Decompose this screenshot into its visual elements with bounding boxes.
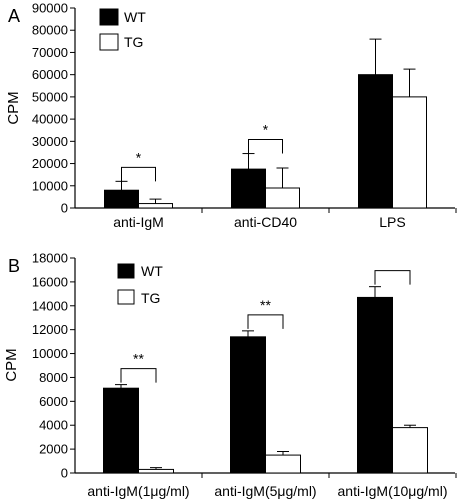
panel-b-bar-tg [392, 427, 428, 474]
panel-b-significance-bracket [247, 314, 284, 329]
panel-b-label: B [8, 256, 20, 276]
panel-b-y-tick-label: 4000 [39, 418, 68, 433]
panel-a-y-tick-label: 50000 [32, 89, 68, 104]
panel-a-y-tick-label: 80000 [32, 23, 68, 38]
panel-a-chart: A CPM 0 10000 20000 30000 40000 50000 60000 70000… [5, 1, 457, 230]
panel-a-label: A [8, 6, 20, 26]
panel-b-chart: B CPM 0 2000 4000 6000 8000 10000 12000 14000 1600… [3, 251, 457, 499]
panel-a-y-axis-label: CPM [5, 91, 22, 124]
panel-b-y-tick-label: 10000 [32, 346, 68, 361]
panel-a-category-label: anti-CD40 [234, 214, 297, 230]
panel-a-bar-wt [231, 168, 266, 209]
panel-b-bar-wt [103, 387, 139, 474]
panel-a-y-tick-label: 40000 [32, 112, 68, 127]
panel-a-y-tick-label: 20000 [32, 156, 68, 171]
panel-a-bar-tg [138, 203, 173, 209]
panel-a-bar-tg [392, 96, 427, 209]
panel-b-significance-bracket [374, 270, 411, 285]
panel-a-bar-wt [104, 189, 139, 209]
panel-a-significance-mark: * [136, 149, 142, 165]
panel-b-bar-wt [357, 296, 393, 474]
panel-a-bar-wt [358, 74, 393, 209]
panel-b-category-label: anti-IgM(1μg/ml) [87, 483, 189, 499]
panel-a-legend-label-tg: TG [124, 34, 143, 50]
panel-b-legend-swatch-wt [117, 263, 135, 279]
panel-a-significance-mark: * [263, 122, 269, 138]
panel-b-y-tick-label: 2000 [39, 442, 68, 457]
panel-b-legend-label-wt: WT [141, 263, 163, 279]
panel-a-y-tick-label: 0 [61, 201, 68, 216]
panel-b-significance-mark: ** [260, 297, 271, 313]
panel-a-bar-tg [265, 187, 300, 209]
panel-b-bar-tg [265, 454, 301, 474]
panel-b-bar-tg [138, 468, 174, 474]
panel-b-y-axis-label: CPM [3, 348, 20, 381]
panel-a-y-tick-label: 30000 [32, 134, 68, 149]
panel-b-legend-swatch-tg [117, 289, 135, 305]
panel-b-y-tick-label: 6000 [39, 394, 68, 409]
panel-b-y-tick-label: 0 [61, 466, 68, 481]
panel-b-legend-label-tg: TG [141, 290, 160, 306]
panel-b-bar-wt [230, 336, 266, 474]
panel-b-y-tick-label: 8000 [39, 370, 68, 385]
panel-b-y-tick-label: 16000 [32, 274, 68, 289]
panel-a-legend-swatch-tg [99, 33, 119, 51]
panel-a-y-tick-label: 60000 [32, 67, 68, 82]
panel-b-category-label: anti-IgM(10μg/ml) [338, 483, 448, 499]
panel-a-y-tick-label: 70000 [32, 45, 68, 60]
panel-b-y-tick-label: 12000 [32, 322, 68, 337]
panel-b-category-label: anti-IgM(5μg/ml) [214, 483, 316, 499]
panel-b-significance-bracket [120, 368, 157, 383]
panel-b-y-tick-label: 14000 [32, 298, 68, 313]
panel-a-legend-label-wt: WT [124, 9, 146, 25]
panel-a-significance-bracket [248, 139, 283, 154]
panel-a-y-tick-label: 10000 [32, 178, 68, 193]
panel-b-y-tick-label: 18000 [32, 251, 68, 266]
panel-b-significance-mark: ** [133, 351, 144, 367]
panel-a-category-label: anti-IgM [113, 214, 164, 230]
panel-a-y-tick-label: 90000 [32, 1, 68, 16]
panel-a-significance-bracket [121, 166, 156, 182]
panel-a-category-label: LPS [379, 214, 405, 230]
panel-a-legend-swatch-wt [99, 8, 119, 26]
